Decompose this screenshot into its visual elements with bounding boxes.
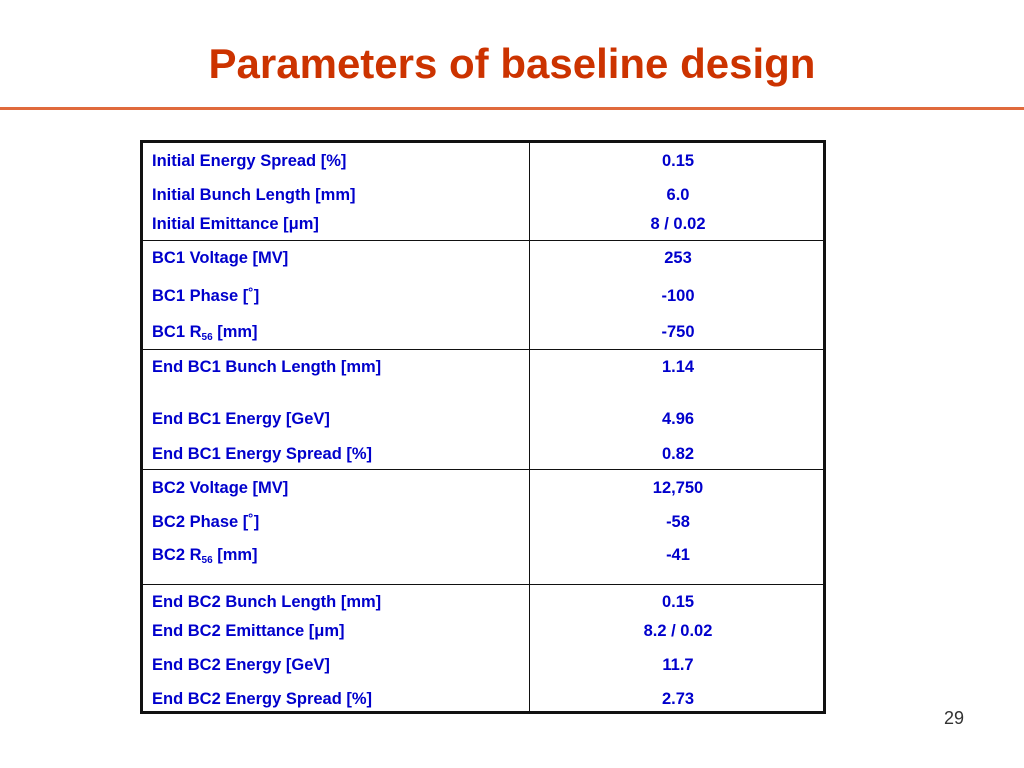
row-label: Initial Emittance [μm] bbox=[152, 215, 319, 233]
table-group-bc2: BC2 Voltage [MV] 12,750 BC2 Phase [˚] -5… bbox=[143, 470, 823, 585]
row-value: -58 bbox=[666, 513, 690, 531]
row-label: BC2 R56 [mm] bbox=[152, 546, 258, 566]
page-number: 29 bbox=[943, 708, 964, 728]
row-label: BC2 Phase [˚] bbox=[152, 513, 260, 531]
mu-symbol: μ bbox=[288, 215, 299, 233]
row-label: End BC2 Emittance [μm] bbox=[152, 622, 345, 640]
table-group-end-bc1: End BC1 Bunch Length [mm] 1.14 End BC1 E… bbox=[143, 350, 823, 470]
row-value: 12,750 bbox=[652, 479, 704, 497]
title-underline bbox=[0, 107, 1024, 110]
row-value: 11.7 bbox=[662, 656, 694, 674]
table-group-initial: Initial Energy Spread [%] 0.15 Initial B… bbox=[143, 143, 823, 241]
row-label: End BC2 Energy [GeV] bbox=[152, 656, 330, 674]
row-label: End BC2 Bunch Length [mm] bbox=[152, 593, 382, 611]
row-value: 8.2 / 0.02 bbox=[643, 622, 713, 640]
row-label: BC1 Voltage [MV] bbox=[152, 249, 289, 267]
row-value: 4.96 bbox=[661, 410, 695, 428]
row-label: End BC2 Energy Spread [%] bbox=[152, 690, 373, 708]
row-value: 253 bbox=[664, 249, 692, 267]
row-label: BC1 R56 [mm] bbox=[152, 323, 258, 343]
row-value: 1.14 bbox=[661, 358, 695, 376]
row-value: 0.15 bbox=[661, 593, 695, 611]
slide-title: Parameters of baseline design bbox=[208, 40, 816, 87]
column-divider bbox=[529, 143, 530, 711]
row-value: 0.15 bbox=[661, 152, 695, 170]
parameters-table: Initial Energy Spread [%] 0.15 Initial B… bbox=[140, 140, 826, 714]
row-label: End BC1 Energy [GeV] bbox=[152, 410, 330, 428]
table-group-end-bc2: End BC2 Bunch Length [mm] 0.15 End BC2 E… bbox=[143, 585, 823, 711]
row-label: Initial Bunch Length [mm] bbox=[152, 186, 356, 204]
table-group-bc1: BC1 Voltage [MV] 253 BC1 Phase [˚] -100 … bbox=[143, 241, 823, 350]
row-label: Initial Energy Spread [%] bbox=[152, 152, 347, 170]
row-value: -100 bbox=[661, 287, 695, 305]
row-value: 2.73 bbox=[661, 690, 695, 708]
row-label: BC2 Voltage [MV] bbox=[152, 479, 289, 497]
row-value: 8 / 0.02 bbox=[650, 215, 706, 233]
row-value: 0.82 bbox=[661, 445, 695, 463]
row-label: End BC1 Bunch Length [mm] bbox=[152, 358, 382, 376]
mu-symbol: μ bbox=[314, 622, 325, 640]
row-value: -750 bbox=[661, 323, 695, 341]
row-label: BC1 Phase [˚] bbox=[152, 287, 260, 305]
row-value: -41 bbox=[666, 546, 690, 564]
row-value: 6.0 bbox=[666, 186, 690, 204]
row-label: End BC1 Energy Spread [%] bbox=[152, 445, 373, 463]
